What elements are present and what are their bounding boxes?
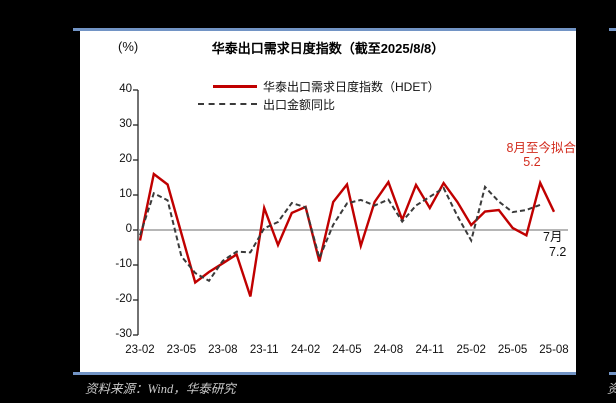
solid-line-swatch-icon xyxy=(213,84,257,88)
y-tick-label: 20 xyxy=(119,153,132,165)
x-tick-label: 23-02 xyxy=(125,344,155,356)
y-tick-label: -30 xyxy=(115,328,132,340)
next-panel-bottom-border xyxy=(609,372,616,375)
x-tick-label: 24-05 xyxy=(332,344,362,356)
x-tick-label: 25-05 xyxy=(497,344,528,356)
x-tick-label: 23-11 xyxy=(249,344,279,356)
legend: 华泰出口需求日度指数（HDET） 出口金额同比 xyxy=(198,77,440,113)
x-tick-label: 23-05 xyxy=(166,344,197,356)
source-note: 资料来源：Wind，华泰研究 xyxy=(85,382,236,396)
chart-panel xyxy=(80,31,576,373)
chart-title: 华泰出口需求日度指数（截至2025/8/8） xyxy=(211,41,445,56)
panel-bottom-border xyxy=(73,372,576,375)
y-axis-unit-label: (%) xyxy=(118,39,139,54)
y-tick-label: -10 xyxy=(115,258,132,270)
legend-item-export-yoy: 出口金额同比 xyxy=(198,95,440,113)
y-tick-label: 40 xyxy=(119,83,132,95)
y-tick-label: 0 xyxy=(125,223,132,235)
annotation-august-fit-label: 8月至今拟合 xyxy=(506,141,576,155)
panel-top-border xyxy=(73,28,576,31)
legend-label-export-yoy: 出口金额同比 xyxy=(263,97,336,112)
x-tick-label: 24-11 xyxy=(415,344,445,356)
annotation-july-value: 7.2 xyxy=(549,245,567,259)
y-tick-label: -20 xyxy=(115,293,132,305)
annotation-july-label: 7月 xyxy=(543,230,563,244)
legend-item-hdet: 华泰出口需求日度指数（HDET） xyxy=(198,77,440,95)
series-dashed xyxy=(139,184,541,283)
x-tick-label: 23-08 xyxy=(208,344,238,356)
annotation-august-fit-value: 5.2 xyxy=(523,155,541,169)
next-panel-top-border xyxy=(609,28,616,31)
legend-label-hdet: 华泰出口需求日度指数（HDET） xyxy=(263,79,440,94)
series-solid xyxy=(138,171,556,297)
next-panel-source-fragment: 资 xyxy=(607,378,616,397)
y-tick-label: 10 xyxy=(119,188,132,200)
x-tick-label: 25-08 xyxy=(539,344,569,356)
x-tick-label: 25-02 xyxy=(456,344,486,356)
y-tick-label: 30 xyxy=(119,118,132,130)
x-tick-label: 24-08 xyxy=(373,344,404,356)
dashed-line-swatch-icon xyxy=(198,103,257,105)
x-tick-label: 24-02 xyxy=(290,344,321,356)
